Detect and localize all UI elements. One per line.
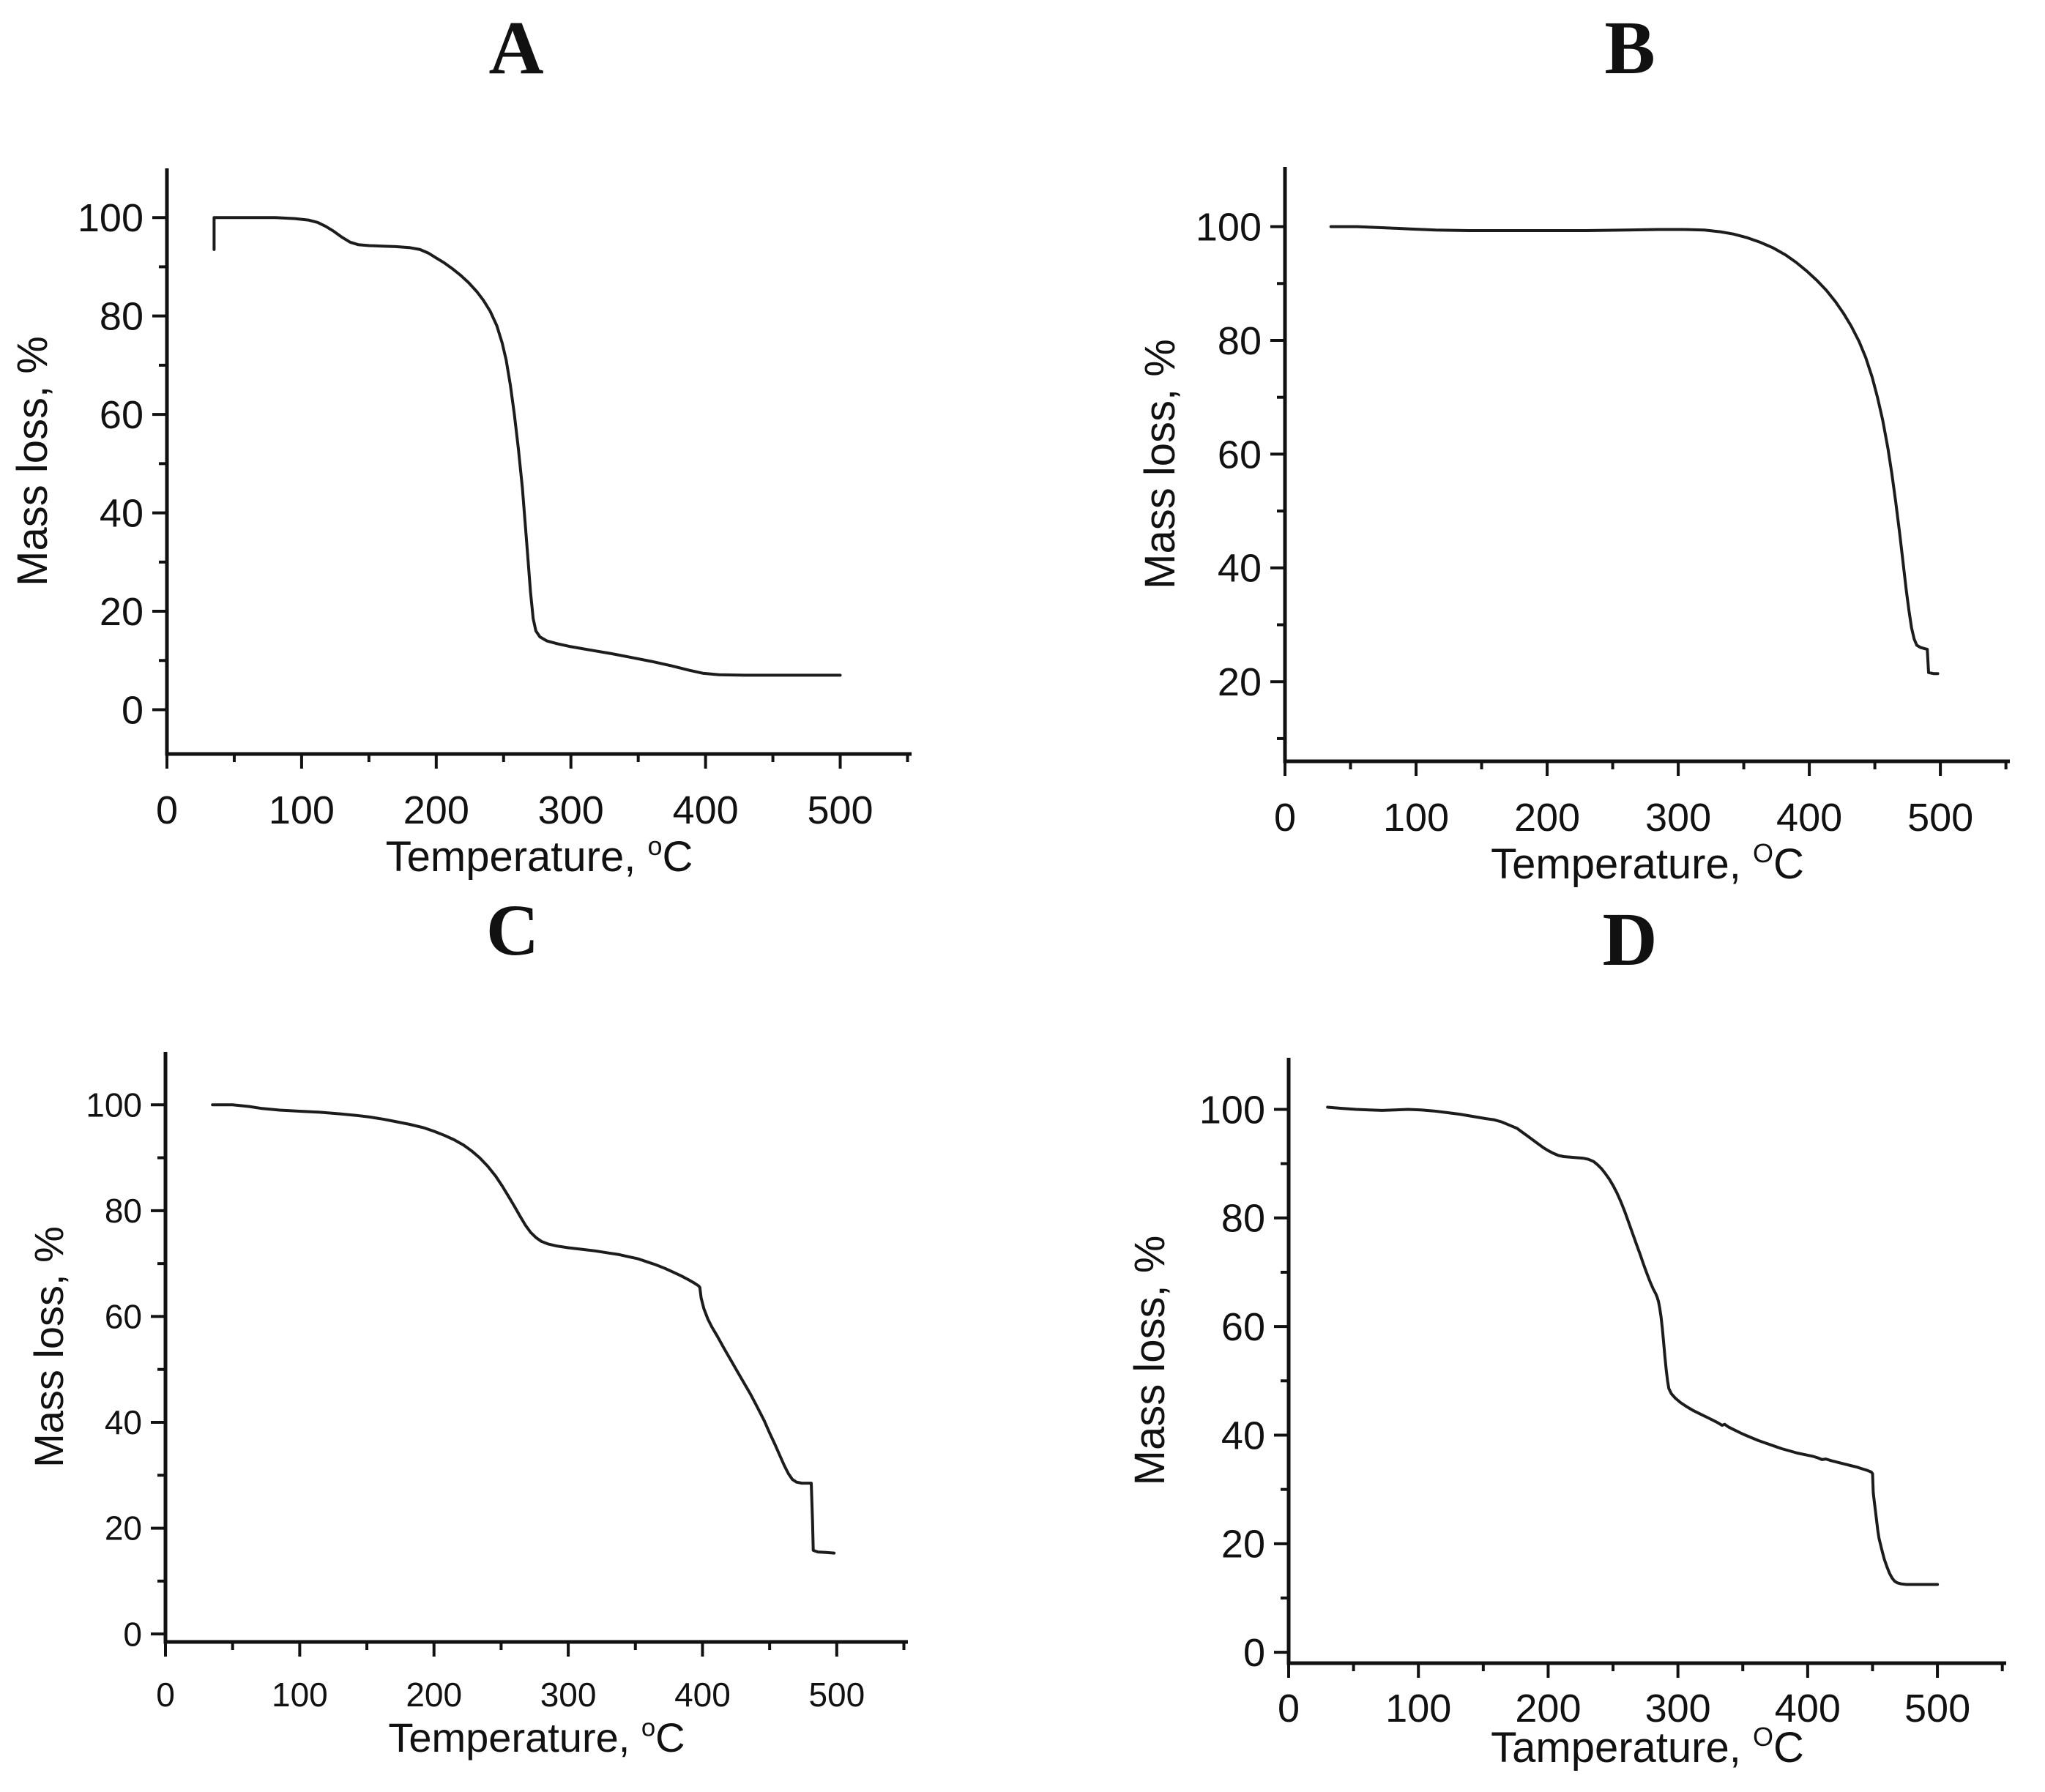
- chart-d-plot: 0 100 200 300 400 500 0 20 40 60 80 100 Tamperature,…: [1126, 1058, 2006, 1772]
- svg-text:400: 400: [674, 1676, 731, 1714]
- svg-text:60: 60: [1221, 1305, 1265, 1349]
- panel-d: D 0 100 200 300 400 500 0 20 40 60 80 100 Tamperatur…: [1022, 896, 2045, 1792]
- svg-text:500: 500: [1904, 1687, 1970, 1731]
- svg-text:100: 100: [1196, 205, 1262, 249]
- svg-text:200: 200: [406, 1676, 462, 1714]
- y-tick-labels: 20 40 60 80 100: [1196, 205, 1285, 740]
- svg-text:100: 100: [86, 1086, 142, 1124]
- panel-d-title: D: [1602, 897, 1657, 982]
- svg-text:100: 100: [1385, 1687, 1451, 1731]
- svg-text:0: 0: [156, 788, 178, 832]
- svg-text:0: 0: [122, 688, 144, 732]
- panel-c: C 0 100 200 300 400 500 0 20 40 60 80 100 Temperatur…: [0, 896, 1022, 1792]
- svg-text:0: 0: [156, 1676, 175, 1714]
- svg-text:60: 60: [105, 1298, 142, 1336]
- svg-text:500: 500: [807, 788, 873, 832]
- svg-text:100: 100: [1383, 796, 1449, 840]
- y-axis-label: Mass loss, %: [1126, 1236, 1174, 1486]
- svg-text:0: 0: [1243, 1631, 1265, 1675]
- x-axis-label: Temperature, oC: [386, 831, 693, 881]
- svg-text:300: 300: [1645, 1687, 1711, 1731]
- svg-text:200: 200: [1515, 1687, 1581, 1731]
- x-axis-label: Temperature, OC: [1491, 838, 1804, 888]
- chart-a-svg: A 0 100 200 300 400 500 0 20 40 60 80 100 Temperatur…: [9, 6, 912, 881]
- chart-c-plot: 0 100 200 300 400 500 0 20 40 60 80 100 Temperature,…: [26, 1052, 908, 1761]
- panel-a: A 0 100 200 300 400 500 0 20 40 60 80 100 Temperatur…: [0, 0, 1022, 896]
- y-tick-labels: 0 20 40 60 80 100: [78, 196, 167, 732]
- panel-a-title: A: [488, 6, 543, 90]
- chart-b-plot: 0 100 200 300 400 500 20 40 60 80 100 Temperature, …: [1136, 167, 2010, 888]
- y-axis-label: Mass loss, %: [26, 1226, 72, 1468]
- svg-text:80: 80: [105, 1192, 142, 1230]
- svg-text:100: 100: [1199, 1088, 1265, 1132]
- svg-text:20: 20: [1221, 1523, 1265, 1567]
- x-tick-labels: 0 100 200 300 400 500: [156, 754, 909, 832]
- svg-text:400: 400: [673, 788, 739, 832]
- svg-text:200: 200: [403, 788, 469, 832]
- tga-curve-d: [1326, 1105, 1940, 1586]
- x-tick-labels: 0 100 200 300 400 500: [1278, 1663, 2004, 1731]
- tga-curve-b: [1329, 225, 1940, 676]
- svg-text:300: 300: [540, 1676, 597, 1714]
- y-axis-label: Mass loss, %: [9, 336, 56, 586]
- y-tick-labels: 0 20 40 60 80 100: [1199, 1088, 1289, 1675]
- svg-text:40: 40: [1221, 1414, 1265, 1457]
- svg-text:0: 0: [1274, 796, 1296, 840]
- svg-text:60: 60: [100, 393, 144, 437]
- svg-text:500: 500: [808, 1676, 865, 1714]
- chart-b-svg: B 0 100 200 300 400 500 20 40 60 80 100 Temperature…: [1136, 6, 2010, 888]
- panel-c-title: C: [486, 896, 539, 971]
- svg-text:80: 80: [1218, 319, 1262, 363]
- svg-text:200: 200: [1514, 796, 1580, 840]
- x-tick-labels: 0 100 200 300 400 500: [1274, 761, 2008, 840]
- svg-text:300: 300: [538, 788, 604, 832]
- svg-text:300: 300: [1645, 796, 1711, 840]
- panel-b-title: B: [1604, 6, 1655, 90]
- chart-a-plot: 0 100 200 300 400 500 0 20 40 60 80 100 Temperature,…: [9, 168, 912, 881]
- chart-c-svg: C 0 100 200 300 400 500 0 20 40 60 80 100 Temperatur…: [26, 896, 908, 1761]
- x-axis-label: Temperature, oC: [388, 1714, 685, 1761]
- tga-curve-a: [212, 216, 842, 677]
- svg-text:40: 40: [105, 1403, 142, 1441]
- x-axis-label: Tamperature, OC: [1491, 1722, 1804, 1772]
- svg-text:100: 100: [269, 788, 335, 832]
- svg-text:0: 0: [1278, 1687, 1300, 1731]
- chart-d-svg: D 0 100 200 300 400 500 0 20 40 60 80 100 Tamperatur…: [1126, 897, 2006, 1772]
- svg-text:40: 40: [1218, 547, 1262, 591]
- svg-text:0: 0: [123, 1615, 142, 1653]
- svg-text:80: 80: [100, 295, 144, 339]
- svg-text:400: 400: [1775, 1687, 1841, 1731]
- svg-text:20: 20: [105, 1509, 142, 1548]
- panel-b: B 0 100 200 300 400 500 20 40 60 80 100 Temperature…: [1022, 0, 2045, 896]
- svg-text:40: 40: [100, 491, 144, 535]
- svg-text:20: 20: [100, 590, 144, 634]
- tga-curve-c: [211, 1103, 836, 1555]
- svg-text:100: 100: [272, 1676, 328, 1714]
- svg-text:20: 20: [1218, 660, 1262, 704]
- svg-text:400: 400: [1776, 796, 1842, 840]
- svg-text:500: 500: [1907, 796, 1973, 840]
- svg-text:80: 80: [1221, 1197, 1265, 1241]
- y-tick-labels: 0 20 40 60 80 100: [86, 1086, 165, 1653]
- svg-text:60: 60: [1218, 433, 1262, 477]
- y-axis-label: Mass loss, %: [1136, 339, 1184, 589]
- svg-text:100: 100: [78, 196, 144, 240]
- x-tick-labels: 0 100 200 300 400 500: [156, 1642, 906, 1714]
